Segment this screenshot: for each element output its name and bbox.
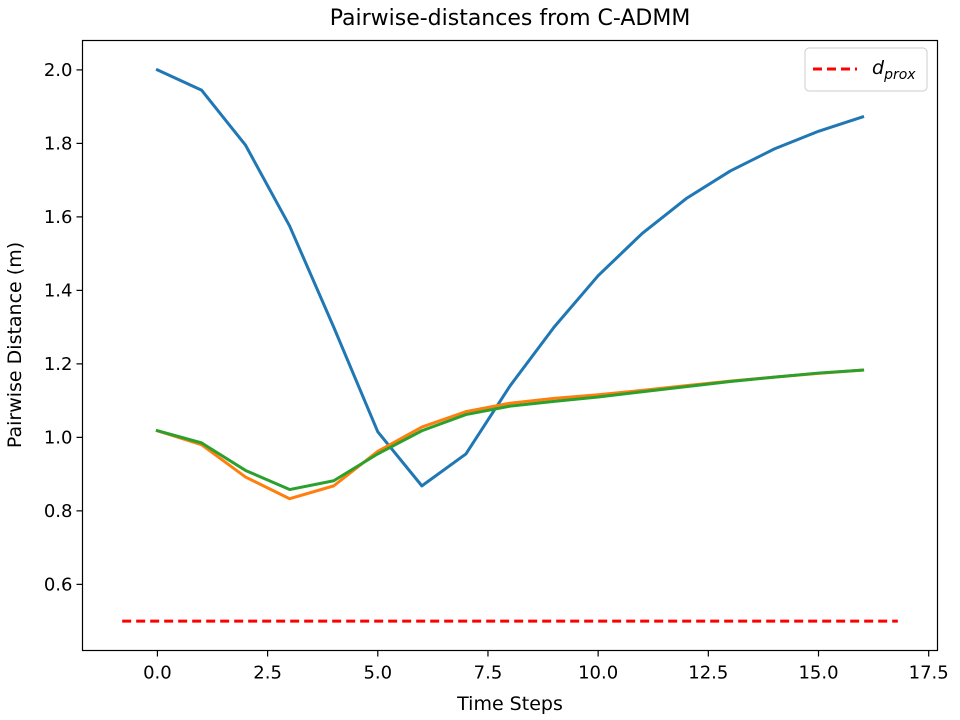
x-tick-label: 12.5 (688, 663, 728, 684)
y-tick-label: 0.6 (44, 574, 73, 595)
y-tick-label: 1.2 (44, 354, 73, 375)
legend: dprox (804, 47, 928, 92)
legend-label-sub: prox (883, 67, 916, 83)
series-line-1 (155, 67, 865, 488)
series-layer (122, 67, 898, 623)
x-tick-label: 2.5 (253, 663, 282, 684)
chart-title: Pairwise-distances from C-ADMM (330, 6, 691, 31)
y-tick-label: 1.6 (44, 207, 73, 228)
x-tick-label: 5.0 (363, 663, 392, 684)
y-axis-label: Pairwise Distance (m) (4, 242, 26, 448)
y-tick-label: 1.4 (44, 280, 73, 301)
y-axis: 0.6 0.8 1.0 1.2 1.4 1.6 1.8 2.0 (44, 60, 83, 595)
x-tick-label: 0.0 (143, 663, 172, 684)
x-tick-label: 7.5 (474, 663, 503, 684)
legend-box (804, 47, 928, 92)
x-axis: 0.0 2.5 5.0 7.5 10.0 12.5 15.0 17.5 (143, 650, 949, 684)
legend-label-dprox: dprox (872, 57, 916, 83)
y-tick-label: 2.0 (44, 60, 73, 81)
plot-frame (81, 39, 939, 652)
x-tick-label: 10.0 (578, 663, 618, 684)
y-tick-label: 0.8 (44, 501, 73, 522)
y-tick-label: 1.0 (44, 427, 73, 448)
x-axis-label: Time Steps (456, 693, 563, 715)
y-tick-label: 1.8 (44, 133, 73, 154)
legend-label-main: d (872, 57, 885, 79)
x-tick-label: 17.5 (909, 663, 949, 684)
series-line-3 (155, 368, 865, 492)
plot-area (122, 67, 898, 623)
x-tick-label: 15.0 (798, 663, 838, 684)
